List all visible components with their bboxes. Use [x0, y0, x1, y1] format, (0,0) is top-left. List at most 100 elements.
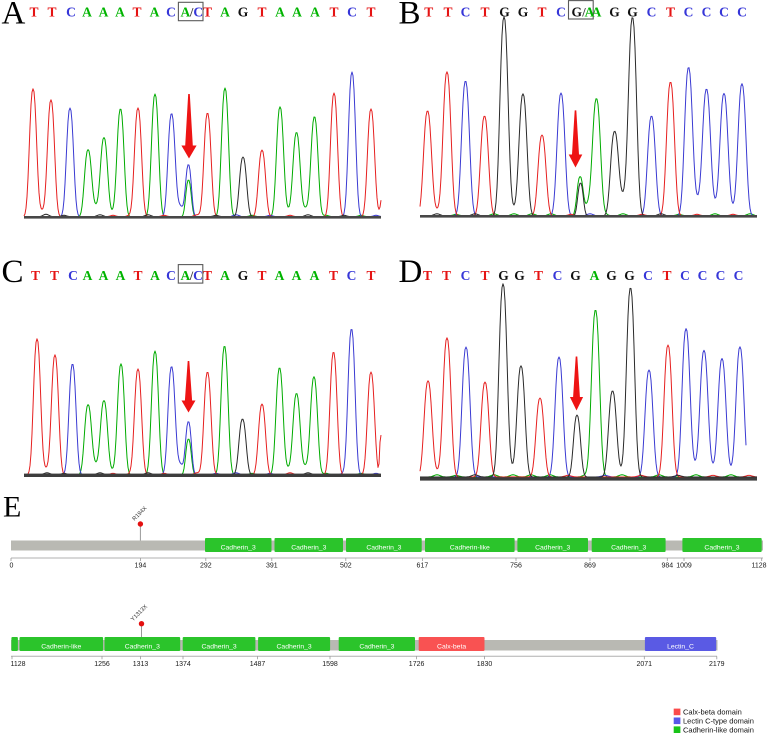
svg-text:A: A — [585, 5, 595, 20]
svg-text:A: A — [275, 5, 285, 20]
svg-text:Cadherin_3: Cadherin_3 — [291, 545, 326, 552]
svg-text:T: T — [29, 5, 38, 20]
svg-text:C: C — [702, 5, 712, 20]
svg-text:C: C — [347, 268, 357, 283]
svg-text:A: A — [82, 5, 92, 20]
svg-text:194: 194 — [135, 563, 147, 570]
svg-text:G: G — [627, 5, 638, 20]
svg-text:/: / — [189, 6, 194, 20]
svg-text:1726: 1726 — [409, 661, 425, 668]
svg-text:C: C — [698, 268, 708, 283]
svg-text:C: C — [68, 268, 78, 283]
svg-text:T: T — [424, 5, 433, 20]
svg-text:1256: 1256 — [94, 661, 110, 668]
svg-text:G: G — [606, 268, 617, 283]
svg-text:A: A — [83, 268, 93, 283]
svg-text:A: A — [220, 268, 230, 283]
svg-text:C: C — [166, 268, 176, 283]
svg-text:A: A — [590, 268, 600, 283]
svg-text:T: T — [366, 268, 375, 283]
svg-text:617: 617 — [417, 563, 429, 570]
svg-text:T: T — [31, 268, 40, 283]
svg-text:T: T — [480, 268, 489, 283]
svg-text:G: G — [238, 5, 249, 20]
svg-text:T: T — [662, 268, 671, 283]
svg-text:A: A — [116, 268, 126, 283]
svg-text:Cadherin-like domain: Cadherin-like domain — [683, 725, 754, 734]
svg-text:Lectin_C: Lectin_C — [667, 644, 694, 651]
svg-text:T: T — [50, 268, 59, 283]
svg-text:C: C — [643, 268, 653, 283]
svg-text:A: A — [181, 5, 191, 20]
svg-text:G: G — [499, 5, 510, 20]
svg-text:T: T — [329, 5, 338, 20]
svg-text:C: C — [2, 254, 24, 290]
svg-text:1830: 1830 — [477, 661, 493, 668]
svg-text:1374: 1374 — [175, 661, 191, 668]
svg-text:A: A — [115, 5, 125, 20]
svg-text:Cadherin-like: Cadherin-like — [41, 644, 81, 651]
svg-text:869: 869 — [584, 563, 596, 570]
svg-text:1128: 1128 — [10, 661, 25, 668]
svg-text:C: C — [716, 268, 726, 283]
svg-text:A: A — [292, 5, 302, 20]
svg-text:/: / — [581, 6, 586, 20]
svg-text:1009: 1009 — [676, 563, 692, 570]
svg-text:Lectin C-type domain: Lectin C-type domain — [683, 717, 754, 726]
svg-text:391: 391 — [266, 563, 278, 570]
svg-text:T: T — [329, 268, 338, 283]
svg-text:G: G — [609, 5, 620, 20]
svg-text:A: A — [99, 5, 109, 20]
svg-text:G: G — [624, 268, 635, 283]
svg-text:984: 984 — [661, 563, 673, 570]
svg-text:A: A — [99, 268, 109, 283]
svg-text:C: C — [66, 5, 76, 20]
svg-text:T: T — [366, 5, 375, 20]
svg-text:T: T — [132, 5, 141, 20]
svg-text:C: C — [553, 268, 563, 283]
svg-text:T: T — [257, 268, 266, 283]
svg-text:1313: 1313 — [133, 661, 149, 668]
svg-text:C: C — [719, 5, 729, 20]
svg-text:T: T — [442, 268, 451, 283]
svg-text:756: 756 — [510, 563, 522, 570]
svg-text:Cadherin_3: Cadherin_3 — [277, 644, 312, 651]
svg-text:2071: 2071 — [637, 661, 653, 668]
svg-text:A: A — [310, 5, 320, 20]
svg-text:Calx-beta: Calx-beta — [437, 644, 466, 651]
svg-text:C: C — [556, 5, 566, 20]
svg-text:0: 0 — [10, 563, 14, 570]
svg-text:T: T — [133, 268, 142, 283]
svg-text:A: A — [592, 5, 602, 20]
svg-text:T: T — [257, 5, 266, 20]
svg-text:T: T — [203, 268, 212, 283]
svg-text:T: T — [537, 5, 546, 20]
svg-text:E: E — [3, 491, 21, 524]
svg-text:C: C — [347, 5, 357, 20]
svg-text:T: T — [47, 5, 56, 20]
svg-text:/: / — [189, 269, 194, 283]
svg-text:A: A — [150, 268, 160, 283]
svg-text:Cadherin_3: Cadherin_3 — [535, 545, 570, 552]
svg-text:A: A — [150, 5, 160, 20]
svg-text:T: T — [666, 5, 675, 20]
svg-text:G: G — [238, 268, 249, 283]
svg-text:A: A — [292, 268, 302, 283]
svg-text:G: G — [498, 268, 509, 283]
svg-text:G: G — [518, 5, 529, 20]
svg-text:C: C — [684, 5, 694, 20]
svg-text:Cadherin_3: Cadherin_3 — [611, 545, 646, 552]
svg-text:A: A — [275, 268, 285, 283]
svg-text:292: 292 — [200, 563, 212, 570]
svg-text:C: C — [647, 5, 657, 20]
svg-text:Cadherin_3: Cadherin_3 — [359, 644, 394, 651]
svg-text:T: T — [443, 5, 452, 20]
svg-text:Cadherin_3: Cadherin_3 — [366, 545, 401, 552]
svg-text:A: A — [2, 0, 26, 31]
svg-text:C: C — [737, 5, 747, 20]
svg-text:T: T — [480, 5, 489, 20]
svg-text:G: G — [514, 268, 525, 283]
svg-text:D: D — [399, 254, 423, 290]
svg-text:Cadherin-like: Cadherin-like — [450, 545, 490, 552]
svg-text:A: A — [180, 268, 190, 283]
